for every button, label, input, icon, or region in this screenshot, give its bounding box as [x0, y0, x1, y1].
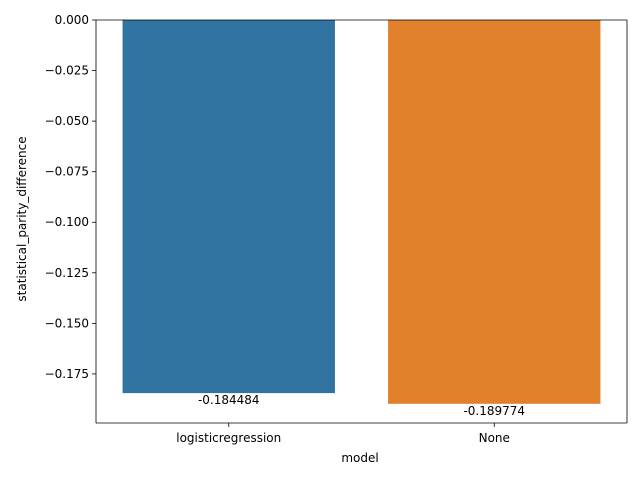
x-axis-label: model	[341, 451, 378, 465]
bar-0	[122, 20, 335, 394]
data-label-1: -0.189774	[463, 404, 525, 418]
y-tick-label-2: −0.050	[45, 114, 89, 128]
y-axis-ticks: 0.000 −0.025 −0.050 −0.075 −0.100 −0.125 −0.15…	[45, 13, 96, 381]
x-tick-label-0: logisticregression	[176, 431, 281, 445]
y-axis-label: statistical_parity_difference	[15, 136, 29, 301]
y-tick-label-7: −0.175	[45, 367, 89, 381]
bar-1	[388, 20, 601, 404]
y-tick-label-1: −0.025	[45, 64, 89, 78]
data-labels: -0.184484 -0.189774	[198, 393, 525, 418]
y-tick-label-4: −0.100	[45, 215, 89, 229]
y-tick-label-3: −0.075	[45, 165, 89, 179]
x-tick-label-1: None	[479, 431, 510, 445]
bars-layer	[122, 20, 601, 404]
y-tick-label-0: 0.000	[55, 13, 89, 27]
axis-spines	[95, 19, 628, 424]
x-axis-ticks: logisticregression None	[176, 423, 510, 445]
data-label-0: -0.184484	[198, 393, 260, 407]
y-tick-label-5: −0.125	[45, 266, 89, 280]
y-tick-label-6: −0.150	[45, 316, 89, 330]
